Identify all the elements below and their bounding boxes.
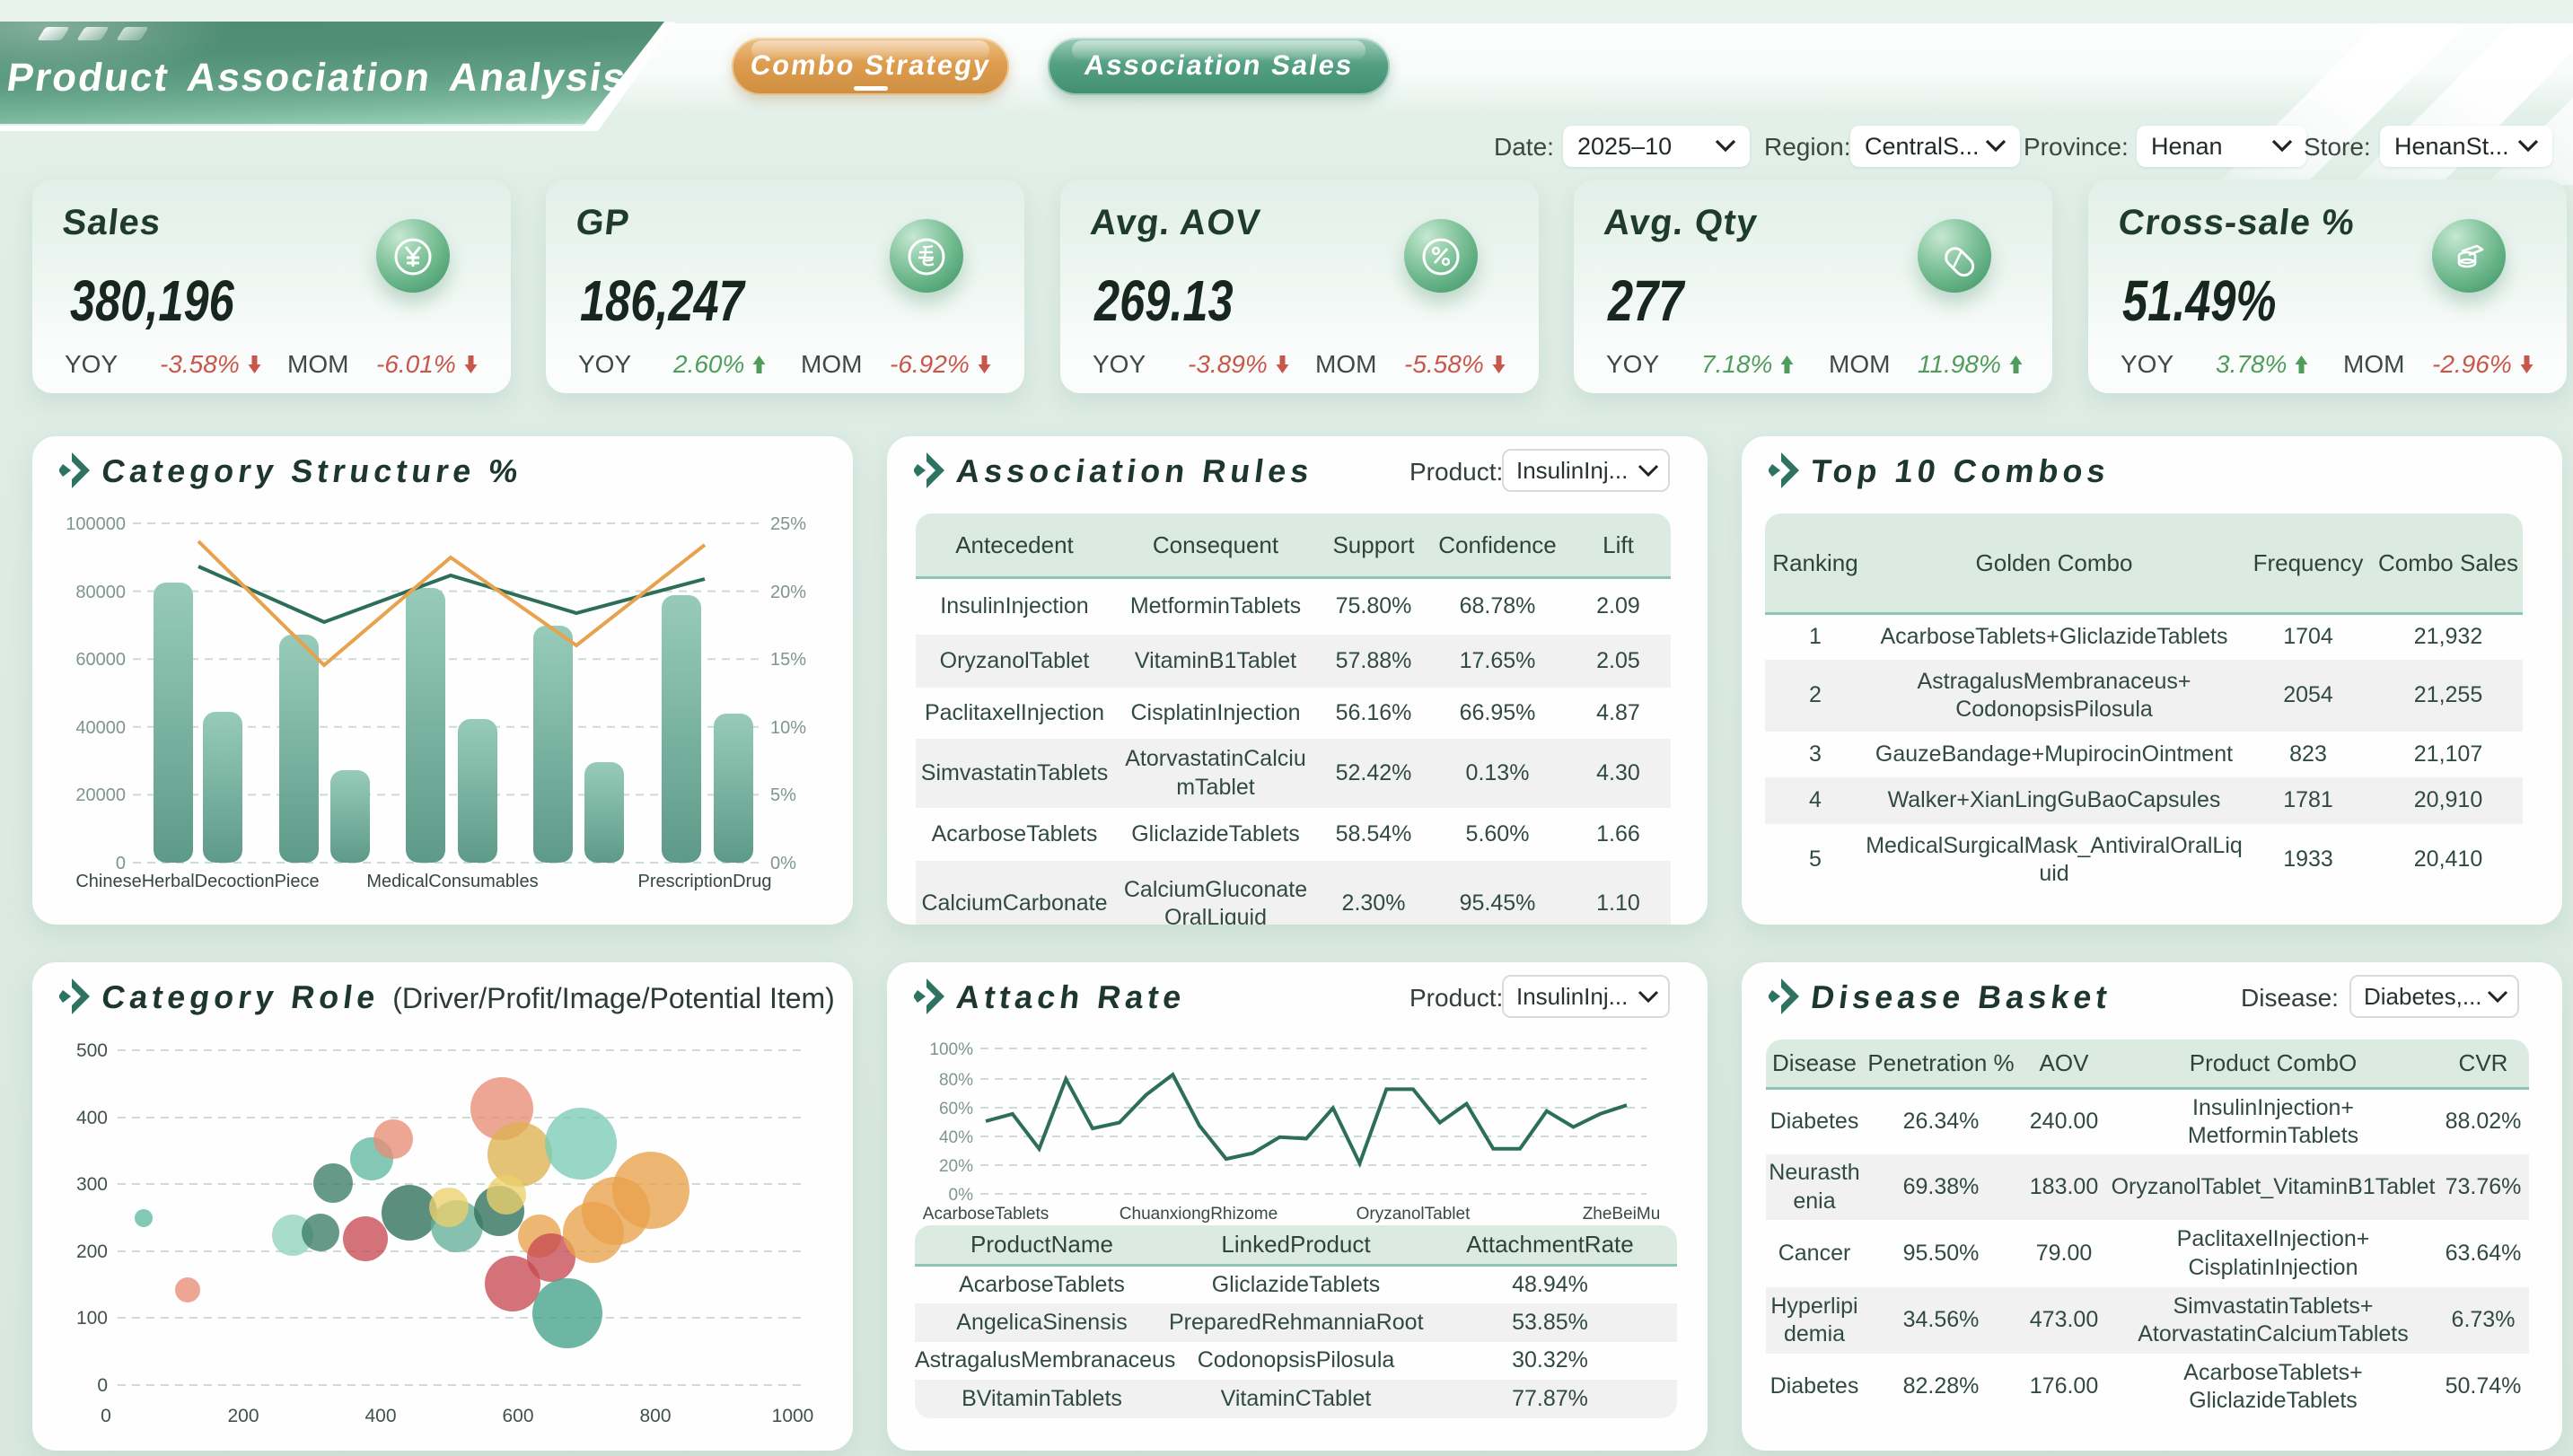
svg-text:5%: 5% — [770, 785, 796, 805]
svg-text:PrescriptionDrug: PrescriptionDrug — [638, 872, 772, 891]
svg-text:1000: 1000 — [772, 1406, 814, 1426]
svg-text:400: 400 — [76, 1108, 108, 1128]
svg-text:80000: 80000 — [75, 583, 126, 602]
svg-text:15%: 15% — [770, 650, 806, 670]
svg-text:40000: 40000 — [75, 718, 126, 738]
svg-text:400: 400 — [364, 1406, 396, 1426]
svg-text:200: 200 — [76, 1241, 108, 1262]
svg-text:60%: 60% — [939, 1100, 973, 1118]
svg-text:20%: 20% — [939, 1157, 973, 1176]
svg-text:600: 600 — [502, 1406, 533, 1426]
svg-text:100: 100 — [76, 1308, 108, 1329]
svg-text:0: 0 — [101, 1406, 111, 1426]
svg-text:20000: 20000 — [75, 785, 126, 805]
svg-text:ZheBeiMu: ZheBeiMu — [1583, 1205, 1661, 1224]
svg-text:AcarboseTablets: AcarboseTablets — [923, 1205, 1049, 1224]
svg-text:100000: 100000 — [66, 514, 126, 534]
svg-text:100%: 100% — [929, 1040, 973, 1059]
svg-text:MedicalConsumables: MedicalConsumables — [366, 872, 538, 891]
svg-text:ChineseHerbalDecoctionPiece: ChineseHerbalDecoctionPiece — [75, 872, 319, 891]
svg-text:0%: 0% — [949, 1186, 974, 1205]
svg-text:0: 0 — [97, 1375, 108, 1396]
svg-text:25%: 25% — [770, 514, 806, 534]
svg-text:300: 300 — [76, 1174, 108, 1195]
svg-text:60000: 60000 — [75, 650, 126, 670]
svg-text:80%: 80% — [939, 1071, 973, 1090]
svg-text:ChuanxiongRhizome: ChuanxiongRhizome — [1120, 1205, 1278, 1224]
svg-text:200: 200 — [227, 1406, 259, 1426]
svg-text:0: 0 — [116, 854, 126, 873]
svg-text:OryzanolTablet: OryzanolTablet — [1357, 1205, 1471, 1224]
svg-text:800: 800 — [639, 1406, 671, 1426]
svg-text:10%: 10% — [770, 718, 806, 738]
svg-text:500: 500 — [76, 1040, 108, 1061]
svg-text:0%: 0% — [770, 854, 796, 873]
svg-text:40%: 40% — [939, 1128, 973, 1147]
svg-text:20%: 20% — [770, 583, 806, 602]
